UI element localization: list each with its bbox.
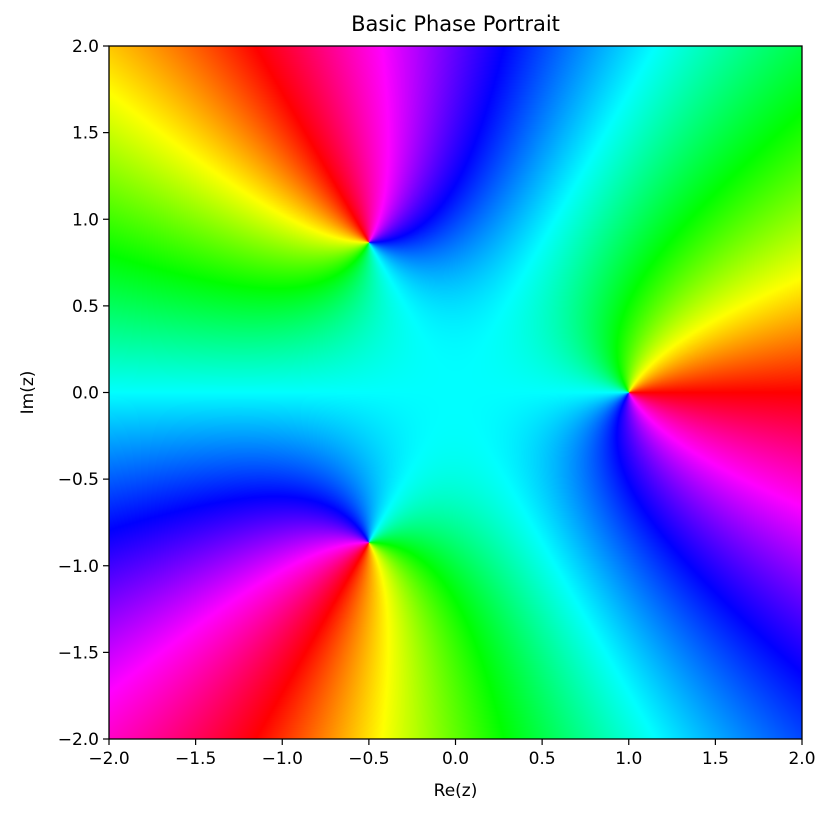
y-tick-label: −1.0 <box>58 557 99 577</box>
chart-title: Basic Phase Portrait <box>351 12 560 36</box>
x-tick-label: 1.5 <box>702 749 729 769</box>
phase-portrait-image <box>109 46 802 739</box>
x-tick-label: −0.5 <box>348 749 389 769</box>
x-axis-label: Re(z) <box>434 781 478 801</box>
plot-frame <box>108 45 803 740</box>
y-tick-label: 1.0 <box>72 210 99 230</box>
y-tick-label: −1.5 <box>58 643 99 663</box>
x-tick-label: 2.0 <box>788 749 815 769</box>
y-axis-ticks: −2.0 −1.5 −1.0 −0.5 0.0 0.5 1.0 1.5 2.0 <box>58 37 109 750</box>
axes-border <box>108 45 803 740</box>
x-tick-label: 1.0 <box>615 749 642 769</box>
x-tick-label: 0.0 <box>442 749 469 769</box>
x-tick-label: −1.0 <box>262 749 303 769</box>
y-tick-label: 0.5 <box>72 297 99 317</box>
y-tick-label: 0.0 <box>72 384 99 404</box>
y-tick-label: 1.5 <box>72 124 99 144</box>
x-tick-label: −2.0 <box>88 749 129 769</box>
x-axis-ticks: −2.0 −1.5 −1.0 −0.5 0.0 0.5 1.0 1.5 2.0 <box>88 739 816 769</box>
x-tick-label: 0.5 <box>529 749 556 769</box>
y-tick-label: −0.5 <box>58 470 99 490</box>
y-tick-label: 2.0 <box>72 37 99 57</box>
y-tick-label: −2.0 <box>58 730 99 750</box>
x-tick-label: −1.5 <box>175 749 216 769</box>
y-axis-label: Im(z) <box>18 371 38 415</box>
